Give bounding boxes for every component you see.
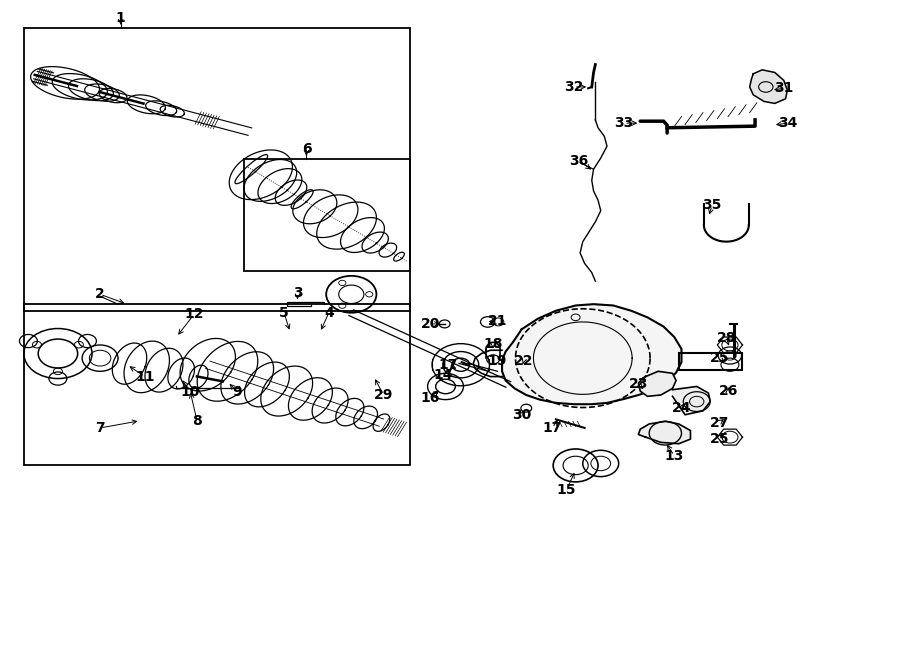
Text: 26: 26 bbox=[718, 384, 738, 398]
Text: 3: 3 bbox=[292, 286, 302, 300]
Text: 33: 33 bbox=[615, 116, 634, 130]
Text: 4: 4 bbox=[324, 306, 334, 320]
Text: 9: 9 bbox=[232, 385, 242, 399]
Text: 16: 16 bbox=[420, 391, 440, 405]
Text: 2: 2 bbox=[95, 288, 105, 301]
Text: 11: 11 bbox=[135, 369, 155, 383]
Text: 20: 20 bbox=[420, 317, 440, 331]
Text: 5: 5 bbox=[279, 306, 289, 320]
Text: 10: 10 bbox=[180, 385, 200, 399]
Bar bbox=[244, 159, 410, 271]
Text: 23: 23 bbox=[629, 377, 648, 391]
Text: 6: 6 bbox=[302, 143, 311, 157]
Text: 14: 14 bbox=[433, 368, 453, 382]
Polygon shape bbox=[638, 371, 676, 397]
Bar bbox=[679, 353, 742, 370]
Bar bbox=[23, 28, 409, 311]
Text: 25: 25 bbox=[709, 432, 729, 446]
Text: 17: 17 bbox=[543, 421, 562, 435]
Text: 21: 21 bbox=[488, 313, 508, 328]
Text: 1: 1 bbox=[116, 11, 126, 25]
Text: 36: 36 bbox=[570, 153, 589, 168]
Text: 32: 32 bbox=[564, 80, 583, 94]
Text: 29: 29 bbox=[374, 388, 393, 402]
Text: 18: 18 bbox=[483, 336, 503, 351]
Text: 34: 34 bbox=[778, 116, 797, 130]
Text: 31: 31 bbox=[774, 81, 794, 95]
Text: 19: 19 bbox=[488, 354, 508, 368]
Text: 27: 27 bbox=[709, 416, 729, 430]
Text: 17: 17 bbox=[438, 358, 458, 371]
Text: 28: 28 bbox=[716, 331, 736, 346]
Text: 30: 30 bbox=[512, 408, 531, 422]
Bar bbox=[23, 304, 409, 465]
Text: 15: 15 bbox=[557, 483, 576, 497]
Text: 7: 7 bbox=[95, 421, 105, 435]
Text: 12: 12 bbox=[184, 307, 204, 321]
Text: 35: 35 bbox=[702, 198, 722, 212]
Polygon shape bbox=[750, 70, 788, 103]
Polygon shape bbox=[672, 387, 710, 414]
Text: 24: 24 bbox=[671, 401, 691, 415]
Polygon shape bbox=[502, 304, 681, 405]
Polygon shape bbox=[638, 421, 690, 444]
Text: 13: 13 bbox=[664, 449, 684, 463]
Text: 22: 22 bbox=[514, 354, 534, 368]
Text: 8: 8 bbox=[192, 414, 202, 428]
Text: 25: 25 bbox=[709, 351, 729, 365]
